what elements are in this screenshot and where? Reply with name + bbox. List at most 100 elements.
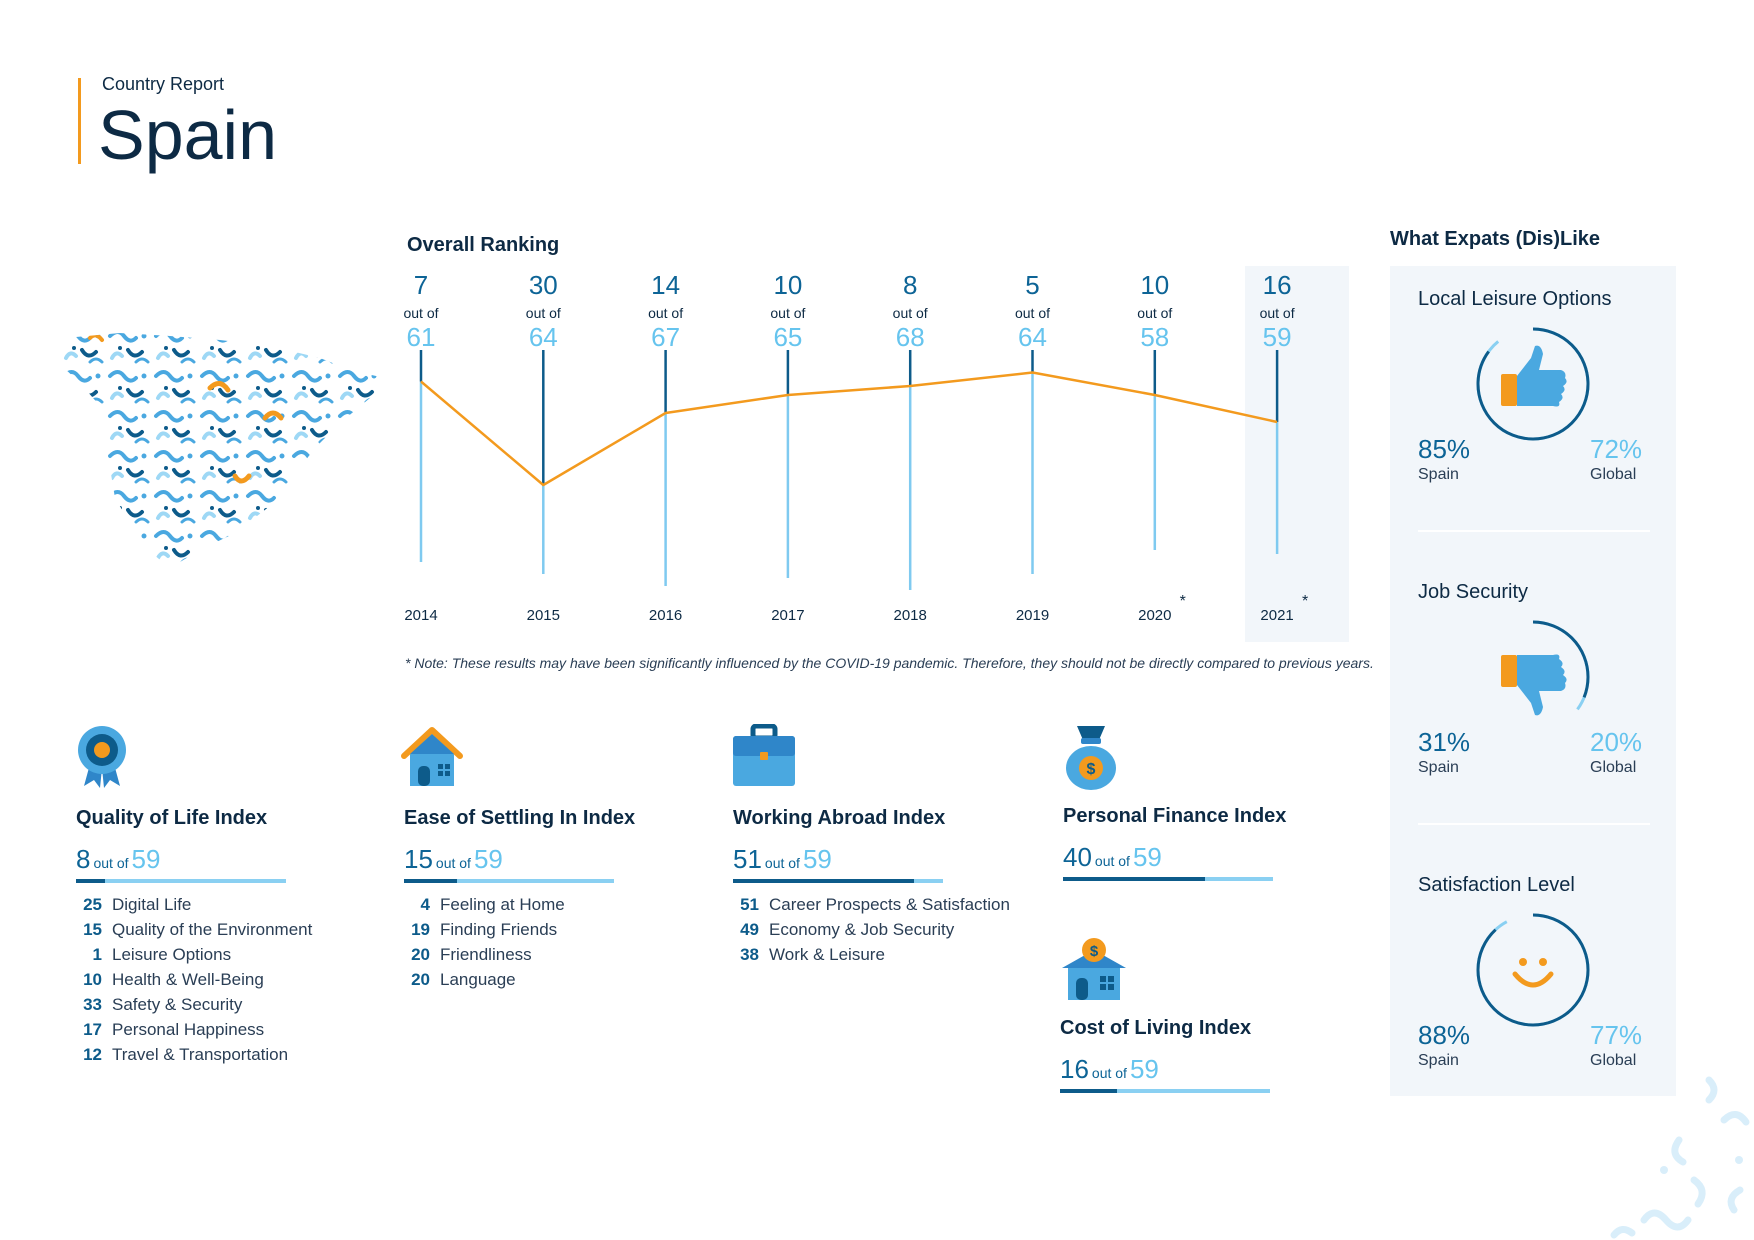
ring-value [1476,913,1590,1027]
list-item: 10 Health & Well-Being [76,970,376,995]
index-score: 16 out of 59 [1060,1054,1360,1085]
index-quality-of-life: Quality of Life Index 8 out of 59 25 Digita… [76,724,376,1070]
x-tick-label: 2014 [404,607,437,624]
index-score: 15 out of 59 [404,844,704,875]
total-label: 65 [773,322,802,352]
rank-label: 7 [414,270,428,300]
like-card-title: Local Leisure Options [1418,288,1612,310]
sub-rank: 12 [83,1045,102,1064]
total-label: 67 [651,322,680,352]
sub-rank: 10 [83,970,102,989]
sub-rank: 49 [740,920,759,939]
rank-label: 8 [903,270,917,300]
global-percent: 20% [1590,727,1643,757]
score-bar [733,879,943,883]
svg-text:$: $ [1090,943,1099,960]
medal-icon [78,726,126,788]
highlight-year-panel [1245,266,1349,642]
list-item: 25 Digital Life [76,895,376,920]
out-of-label: out of [648,305,683,321]
sub-label: Quality of the Environment [112,920,313,939]
index-score: 40 out of 59 [1063,842,1363,873]
covid-note: * Note: These results may have been sign… [405,655,1374,671]
sub-label: Economy & Job Security [769,920,955,939]
sub-rank: 20 [411,945,430,964]
out-of-label: out of [403,305,438,321]
total-label: 68 [896,322,925,352]
score-out-of: out of [764,855,800,871]
header-accent-bar [78,78,81,164]
score-rank: 51 [733,844,762,874]
x-tick-label: 2017 [771,607,804,624]
score-out-of: out of [1091,1065,1127,1081]
score-rank: 15 [404,844,433,874]
out-of-label: out of [893,305,928,321]
spain-percent: 88% [1418,1020,1471,1050]
rank-label: 16 [1263,270,1292,300]
like-card-job-security: Job Security 31% Spain 20% Global [1390,559,1676,825]
total-label: 64 [529,322,558,352]
sub-label: Leisure Options [112,945,232,964]
index-title: Working Abroad Index [733,807,946,829]
ring-value [1476,620,1590,734]
briefcase-icon [733,723,795,786]
asterisk-mark: * [1302,593,1308,610]
sub-label: Personal Happiness [112,1020,265,1039]
spain-label: Spain [1418,466,1459,483]
list-item: 20 Language [404,970,704,995]
like-ring [1476,620,1590,734]
x-tick-label: 2018 [894,607,927,624]
score-bar [404,879,614,883]
ranking-title: Overall Ranking [407,234,560,256]
country-title: Spain [98,96,278,174]
x-tick-label: 2019 [1016,607,1049,624]
index-ease-of-settling-in: Ease of Settling In Index 15 out of 59 4 Fe… [401,724,704,995]
index-title: Quality of Life Index [76,807,268,829]
total-label: 59 [1263,322,1292,352]
ring-value [1476,327,1590,441]
like-card-leisure: Local Leisure Options 85% Spain 72% Glob… [1390,266,1676,532]
sub-list: 25 Digital Life 15 Quality of the Environm… [76,895,376,1070]
index-title: Personal Finance Index [1063,805,1287,827]
score-bar-fill [1063,877,1206,881]
sub-rank: 4 [420,895,430,914]
index-title: Ease of Settling In Index [404,807,636,829]
score-total: 59 [1132,842,1162,872]
index-personal-finance: $ Personal Finance Index 40 out of 59 [1063,724,1363,881]
rank-label: 5 [1025,270,1039,300]
sub-rank: 51 [740,895,759,914]
sub-label: Career Prospects & Satisfaction [769,895,1010,914]
global-label: Global [1590,466,1637,483]
score-bar-fill [733,879,915,883]
total-label: 64 [1018,322,1047,352]
out-of-label: out of [1137,305,1172,321]
score-bar-fill [404,879,458,883]
spain-label: Spain [1418,1052,1459,1069]
sub-label: Travel & Transportation [112,1045,289,1064]
index-score: 51 out of 59 [733,844,1033,875]
sub-label: Work & Leisure [769,945,885,964]
out-of-label: out of [1015,305,1050,321]
list-item: 1 Leisure Options [76,945,376,970]
sub-label: Friendliness [440,945,532,964]
sub-rank: 38 [740,945,759,964]
spain-map-icon [62,333,385,568]
svg-text:$: $ [1087,761,1096,778]
score-out-of: out of [93,855,129,871]
score-total: 59 [473,844,503,874]
divider [1418,530,1650,532]
x-tick-label: 2021 [1260,607,1293,624]
global-percent: 72% [1590,434,1643,464]
score-rank: 16 [1060,1054,1089,1084]
score-bar [1060,1089,1270,1093]
score-total: 59 [802,844,832,874]
score-rank: 8 [76,844,91,874]
smiley-icon [1512,958,1554,988]
list-item: 4 Feeling at Home [404,895,704,920]
sub-rank: 33 [83,995,102,1014]
score-out-of: out of [1094,853,1130,869]
list-item: 49 Economy & Job Security [733,920,1033,945]
sub-rank: 20 [411,970,430,989]
rank-label: 10 [773,270,802,300]
global-percent: 77% [1590,1020,1643,1050]
